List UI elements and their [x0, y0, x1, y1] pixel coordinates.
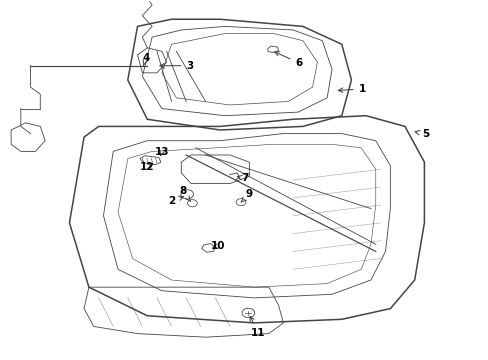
Text: 8: 8: [179, 186, 190, 202]
Text: 9: 9: [241, 189, 252, 202]
Text: 7: 7: [237, 173, 248, 183]
Text: 5: 5: [414, 129, 428, 139]
Text: 1: 1: [338, 84, 365, 94]
Text: 10: 10: [210, 241, 224, 251]
Text: 12: 12: [140, 162, 154, 172]
Text: 11: 11: [249, 316, 265, 338]
Text: 13: 13: [154, 147, 169, 157]
Text: 6: 6: [274, 52, 302, 68]
Text: 3: 3: [160, 61, 193, 71]
Text: 4: 4: [142, 53, 150, 66]
Text: 2: 2: [167, 196, 183, 206]
